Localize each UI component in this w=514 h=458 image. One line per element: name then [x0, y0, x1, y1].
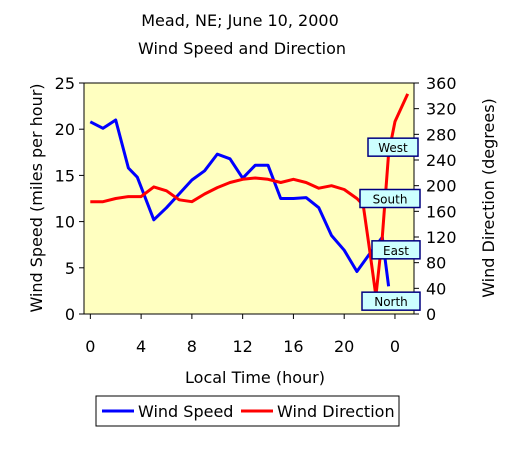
- x-tick-label: 0: [390, 337, 400, 356]
- y2-tick-label: 360: [426, 74, 457, 93]
- y2-tick-label: 320: [426, 100, 457, 119]
- y2-tick-label: 240: [426, 151, 457, 170]
- x-tick-label: 16: [283, 337, 303, 356]
- annotation-label: South: [373, 193, 408, 207]
- annotation-west: West: [367, 137, 419, 157]
- y-tick-label: 5: [65, 259, 75, 278]
- y2-tick-label: 40: [426, 279, 446, 298]
- y2-axis-label: Wind Direction (degrees): [479, 98, 498, 298]
- y-tick-label: 15: [55, 166, 75, 185]
- y-axis-label: Wind Speed (miles per hour): [27, 83, 46, 312]
- y-axis-ticks: 0 5 10 15 20 25: [55, 74, 84, 324]
- series-line-wind-direction: [90, 93, 410, 298]
- x-tick-label: 0: [85, 337, 95, 356]
- y2-tick-label: 160: [426, 202, 457, 221]
- annotation-box: [361, 291, 421, 311]
- annotation-north: North: [361, 291, 421, 311]
- annotation-label: North: [374, 295, 408, 309]
- legend-label-wind-speed: Wind Speed: [138, 402, 233, 421]
- direction-annotations: West South East North: [359, 137, 421, 311]
- y-tick-label: 20: [55, 120, 75, 139]
- x-tick-label: 4: [136, 337, 146, 356]
- annotation-box: [371, 240, 421, 260]
- annotation-label: East: [383, 244, 409, 258]
- y-tick-label: 10: [55, 213, 75, 232]
- annotation-east: East: [371, 240, 421, 260]
- series-lines: [89, 93, 410, 298]
- x-tick-label: 12: [232, 337, 252, 356]
- y2-tick-label: 280: [426, 125, 457, 144]
- annotation-box: [367, 137, 419, 157]
- chart-title: Mead, NE; June 10, 2000: [141, 11, 339, 30]
- annotation-box: [359, 188, 421, 209]
- y-tick-label: 25: [55, 74, 75, 93]
- y2-tick-label: 120: [426, 228, 457, 247]
- x-tick-label: 8: [187, 337, 197, 356]
- y2-axis-ticks: 0 40 80 120 160 200 240 280 320 360: [414, 74, 457, 324]
- legend-label-wind-direction: Wind Direction: [277, 402, 395, 421]
- y2-tick-label: 0: [426, 305, 436, 324]
- annotation-label: West: [378, 141, 408, 155]
- y2-tick-label: 200: [426, 177, 457, 196]
- annotation-south: South: [359, 188, 421, 209]
- x-tick-label: 20: [334, 337, 354, 356]
- chart-subtitle: Wind Speed and Direction: [138, 39, 346, 58]
- x-axis-label: Local Time (hour): [185, 368, 325, 387]
- y-tick-label: 0: [65, 305, 75, 324]
- x-axis-ticks: 0 4 8 12 16 20 0: [85, 314, 400, 356]
- y2-tick-label: 80: [426, 254, 446, 273]
